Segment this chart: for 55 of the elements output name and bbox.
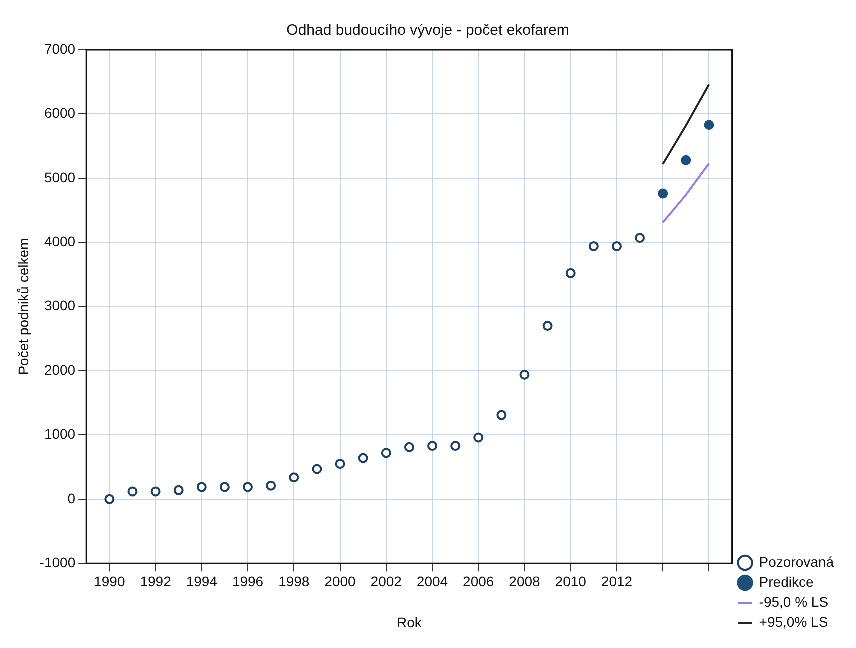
point <box>381 448 392 458</box>
point <box>312 464 322 474</box>
y-tick-label: 0 <box>68 490 76 506</box>
point <box>658 188 668 199</box>
point <box>681 155 692 166</box>
y-tick-label: 7000 <box>44 40 76 57</box>
y-tick-label: 4000 <box>44 233 76 250</box>
y-tick-label: 3000 <box>44 298 76 314</box>
point <box>266 480 276 491</box>
x-tick-label: 2006 <box>463 573 494 590</box>
point <box>496 410 507 420</box>
point <box>704 120 714 130</box>
chart-title: Odhad budoucího vývoje - počet ekofarem <box>286 22 570 40</box>
x-axis-title: Rok <box>396 614 423 630</box>
y-tick-label: 1000 <box>44 426 76 442</box>
point <box>635 233 646 244</box>
point <box>520 370 530 380</box>
point <box>358 453 368 464</box>
y-tick-label: 6000 <box>44 105 76 122</box>
x-tick-label: 2012 <box>601 573 633 590</box>
point <box>104 494 115 504</box>
y-tick-label: -1000 <box>40 554 76 570</box>
legend-label: -95,0 % LS <box>759 594 829 610</box>
y-axis-title: Počet podniků celkem <box>15 238 32 376</box>
point <box>243 482 254 492</box>
point <box>196 482 207 492</box>
point <box>588 241 599 252</box>
point <box>612 241 622 252</box>
y-tick-label: 5000 <box>44 169 76 186</box>
point <box>474 432 484 443</box>
x-tick-label: 2000 <box>324 573 356 590</box>
point <box>289 472 300 483</box>
point <box>128 486 138 497</box>
point <box>335 459 346 470</box>
point <box>220 482 230 492</box>
x-tick-label: 1992 <box>140 573 172 590</box>
x-tick-label: 2002 <box>370 573 402 590</box>
x-tick-label: 1996 <box>232 573 264 590</box>
x-tick-label: 1998 <box>278 573 310 590</box>
legend-label: Predikce <box>759 574 814 590</box>
point <box>404 442 414 452</box>
point <box>542 321 553 332</box>
legend-label: +95,0% LS <box>759 614 828 630</box>
y-tick-label: 2000 <box>44 362 76 378</box>
x-tick-label: 1990 <box>94 573 126 590</box>
x-tick-label: 2010 <box>555 573 587 590</box>
point <box>566 268 576 278</box>
point <box>174 485 184 496</box>
x-tick-label: 1994 <box>186 573 218 590</box>
x-tick-label: 2004 <box>416 573 448 590</box>
point <box>450 441 461 452</box>
point <box>150 486 161 497</box>
x-tick-label: 2008 <box>509 573 541 590</box>
legend-label: Pozorovaná <box>759 554 834 570</box>
point <box>428 441 438 452</box>
